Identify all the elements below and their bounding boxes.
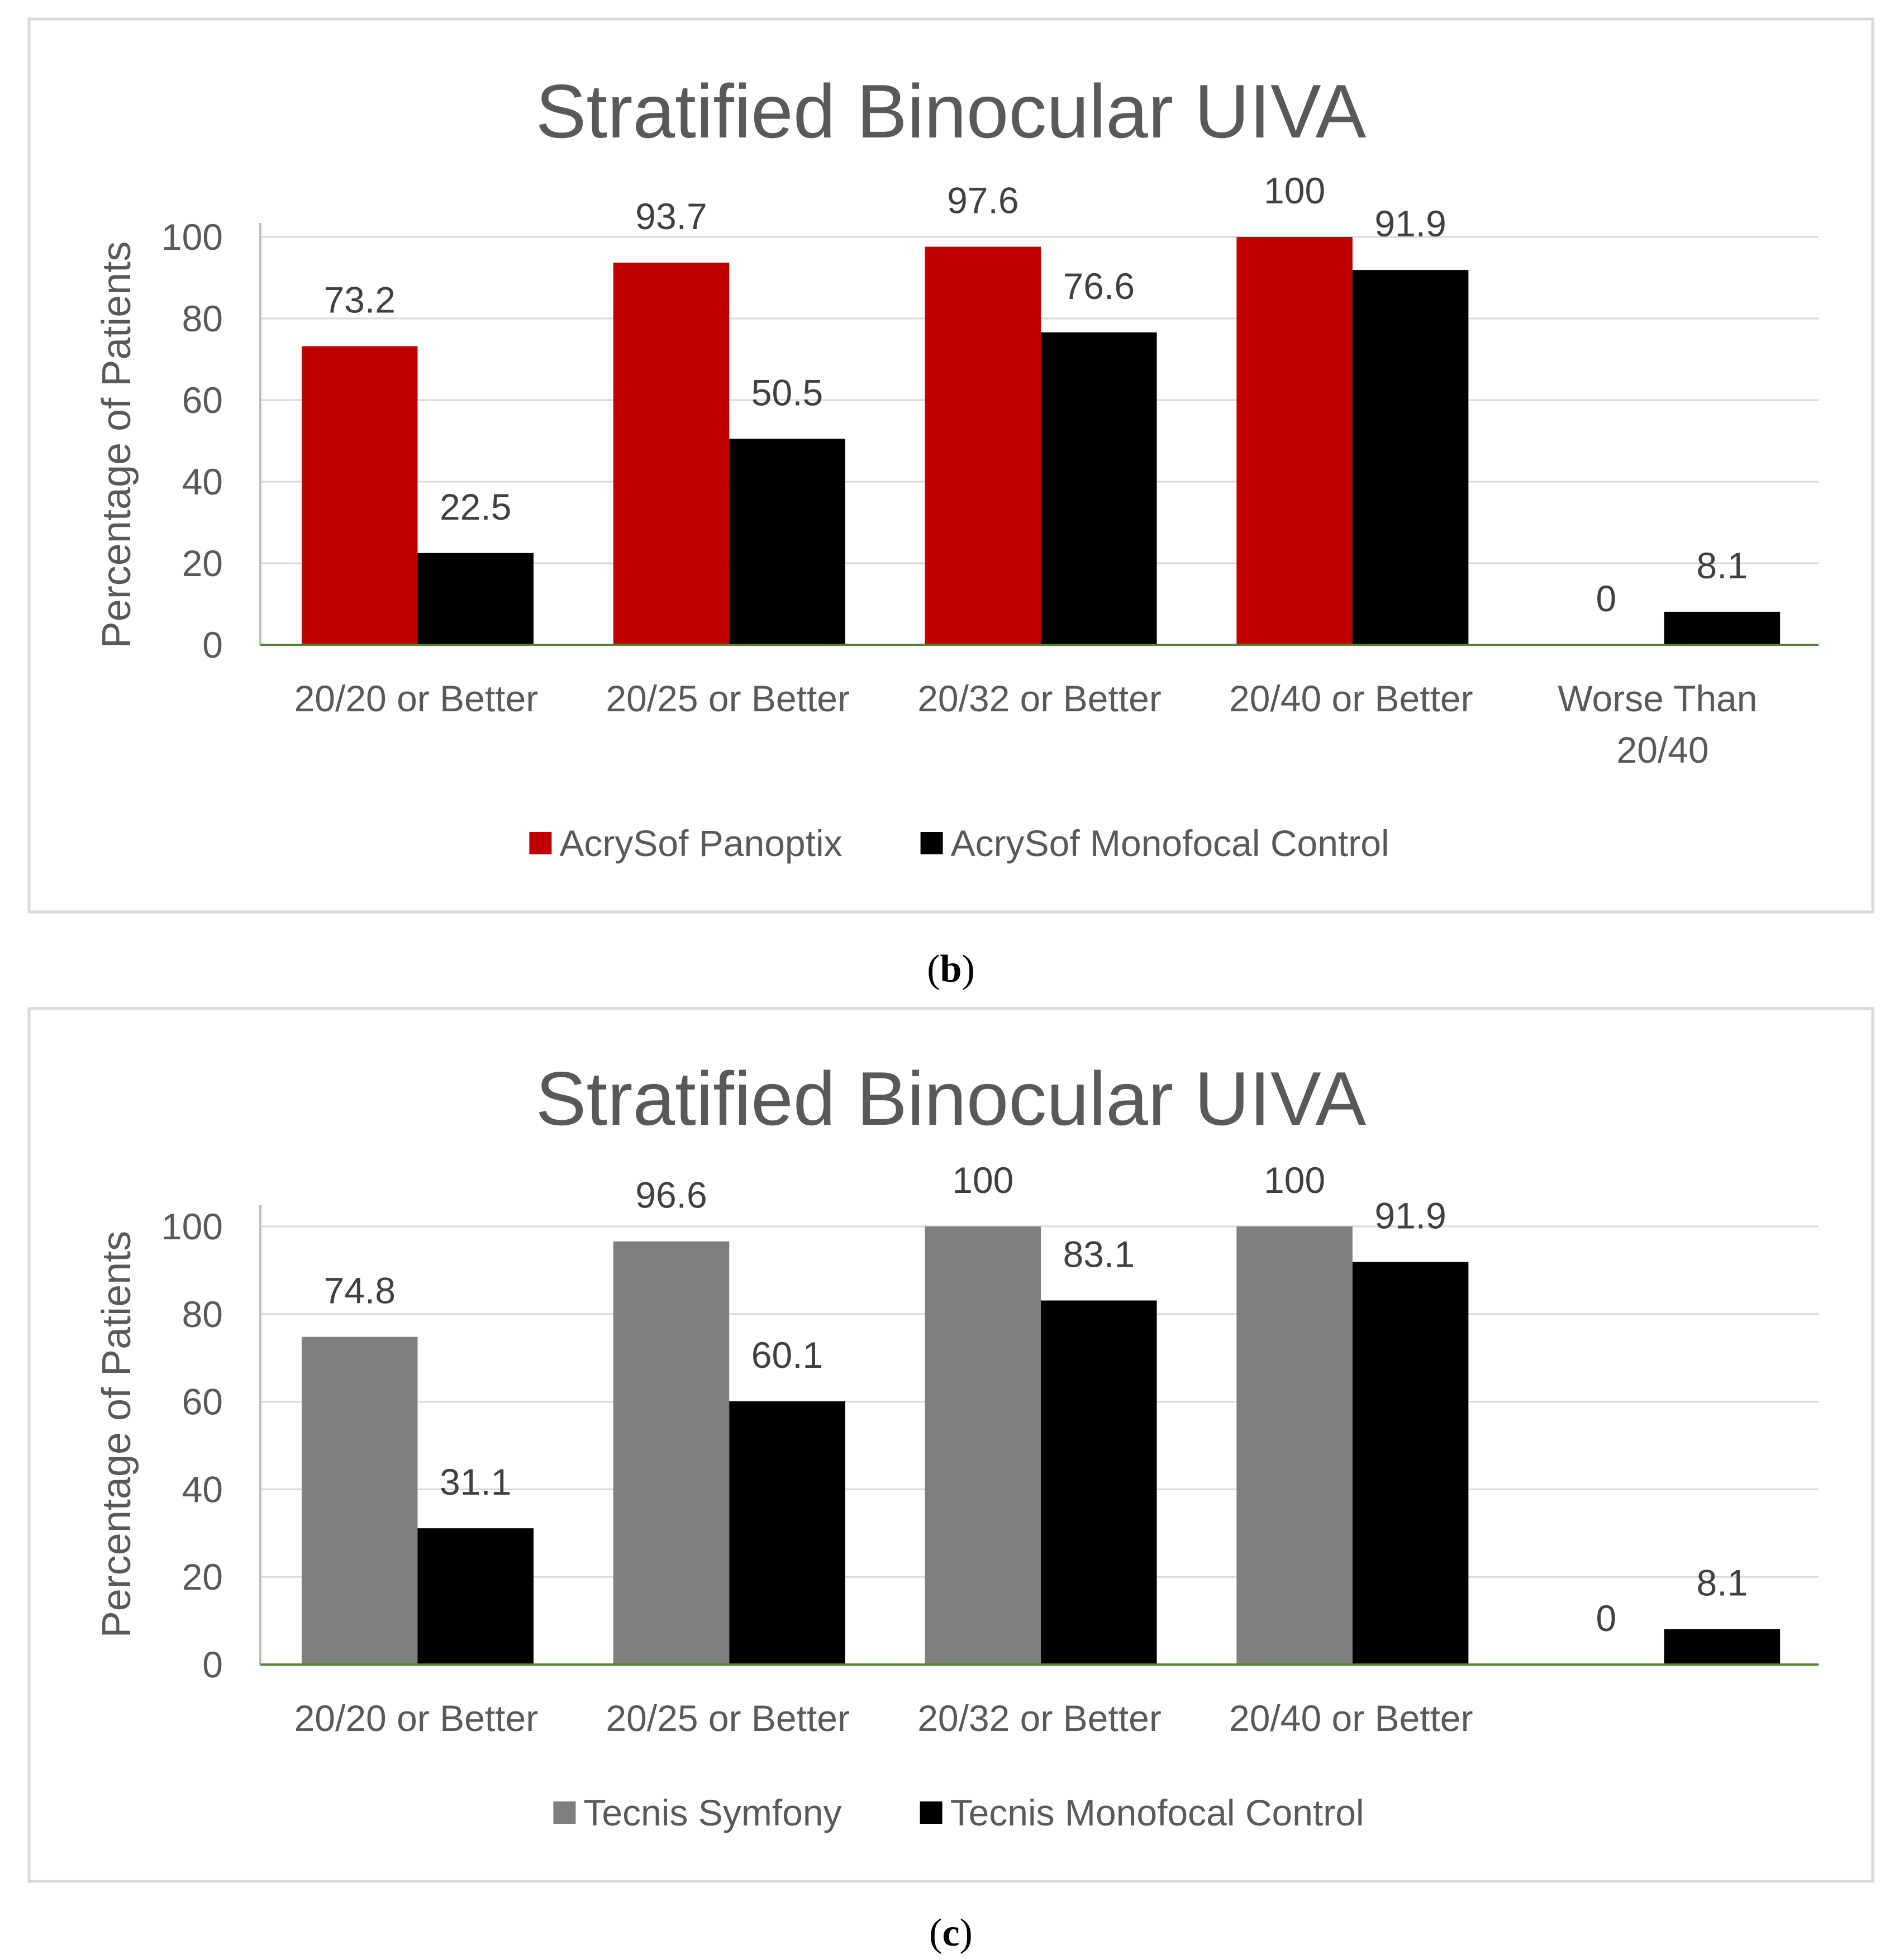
data-label: 0: [1596, 578, 1617, 619]
legend-swatch: [920, 1801, 943, 1824]
legend: AcrySof Panoptix AcrySof Monofocal Contro…: [529, 822, 1389, 864]
legend: Tecnis Symfony Tecnis Monofocal Control: [553, 1792, 1364, 1833]
y-axis-label: Percentage of Patients: [94, 241, 139, 648]
y-tick-label: 0: [202, 1644, 223, 1685]
bar-tecnis-symfony: [1236, 1226, 1353, 1665]
legend-swatch: [920, 832, 943, 854]
data-label: 60.1: [751, 1334, 823, 1376]
data-label: 22.5: [440, 486, 511, 527]
bar-tecnis-monofocal-control: [1352, 1262, 1469, 1665]
legend-label: Tecnis Monofocal Control: [950, 1792, 1364, 1833]
y-tick-label: 100: [161, 216, 223, 258]
data-label: 76.6: [1063, 265, 1135, 307]
legend-label: Tecnis Symfony: [583, 1792, 841, 1833]
y-tick-label: 60: [182, 1381, 223, 1423]
data-label: 96.6: [635, 1175, 707, 1216]
bar-tecnis-monofocal-control: [729, 1401, 845, 1665]
bar-tecnis-symfony: [301, 1337, 418, 1665]
legend-label: AcrySof Monofocal Control: [951, 822, 1389, 864]
category-label: 20/32 or Better: [917, 678, 1162, 719]
bar-acrysof-monofocal-control: [417, 553, 534, 645]
chart-panel-b: Stratified Binocular UIVA Percentage of …: [27, 17, 1874, 914]
bar-tecnis-monofocal-control: [1041, 1300, 1157, 1665]
bar-acrysof-monofocal-control: [729, 439, 845, 645]
data-label: 91.9: [1374, 203, 1446, 244]
bar-acrysof-monofocal-control: [1664, 611, 1781, 645]
category-label: 20/25 or Better: [606, 1698, 850, 1739]
y-axis-label: Percentage of Patients: [94, 1231, 139, 1638]
bar-acrysof-panoptix: [925, 246, 1041, 645]
data-label: 74.8: [323, 1270, 395, 1311]
y-tick-label: 80: [182, 1294, 223, 1335]
data-label: 93.7: [635, 196, 707, 237]
y-tick-label: 40: [182, 1468, 223, 1510]
bar-tecnis-monofocal-control: [1664, 1629, 1781, 1665]
data-label: 8.1: [1697, 545, 1748, 586]
bar-tecnis-symfony: [613, 1241, 730, 1665]
data-label: 100: [1264, 1159, 1325, 1201]
chart-title: Stratified Binocular UIVA: [536, 1056, 1367, 1141]
panel-caption: (c): [929, 1912, 973, 1955]
data-label: 91.9: [1374, 1195, 1446, 1237]
y-tick-label: 0: [202, 624, 223, 665]
bar-acrysof-monofocal-control: [1352, 270, 1469, 645]
chart-panel-c: Stratified Binocular UIVA Percentage of …: [27, 1007, 1874, 1883]
y-tick-label: 20: [182, 1556, 223, 1597]
data-label: 100: [1264, 170, 1325, 211]
plot-area: 0 20 40 60 80 100 74.8 96.6 100 100 0 31.1 60.1 83.1 9…: [161, 1159, 1819, 1739]
data-label: 100: [952, 1159, 1013, 1201]
category-label: 20/25 or Better: [606, 678, 850, 719]
category-label: 20/20 or Better: [294, 678, 539, 719]
category-label: 20/20 or Better: [294, 1698, 539, 1739]
y-tick-label: 60: [182, 379, 223, 421]
panel-caption: (b): [927, 948, 975, 991]
y-tick-label: 20: [182, 543, 223, 584]
category-label: Worse Than 20/40: [1558, 678, 1767, 771]
bar-tecnis-monofocal-control: [417, 1528, 534, 1665]
legend-label: AcrySof Panoptix: [559, 822, 842, 864]
bar-acrysof-panoptix: [301, 346, 418, 645]
bar-acrysof-panoptix: [1236, 237, 1353, 645]
data-label: 73.2: [323, 279, 395, 321]
bar-acrysof-panoptix: [613, 262, 730, 645]
category-label: 20/40 or Better: [1229, 1698, 1473, 1739]
data-label: 31.1: [440, 1461, 511, 1502]
bar-tecnis-symfony: [925, 1226, 1041, 1665]
data-label: 83.1: [1063, 1233, 1135, 1275]
chart-title: Stratified Binocular UIVA: [536, 69, 1367, 154]
plot-area: 0 20 40 60 80 100 73.2 93.7 97.6 100 0 22.5 50.5 76.6…: [161, 170, 1819, 771]
category-label: 20/32 or Better: [917, 1698, 1162, 1739]
y-tick-label: 100: [161, 1206, 223, 1247]
bar-acrysof-monofocal-control: [1041, 332, 1157, 645]
legend-swatch: [553, 1801, 576, 1824]
category-label: 20/40 or Better: [1229, 678, 1473, 719]
y-tick-label: 40: [182, 461, 223, 502]
data-label: 0: [1596, 1597, 1617, 1639]
legend-swatch: [529, 832, 552, 854]
data-label: 50.5: [751, 372, 823, 413]
y-tick-label: 80: [182, 298, 223, 339]
data-label: 8.1: [1697, 1562, 1748, 1603]
data-label: 97.6: [947, 180, 1018, 221]
